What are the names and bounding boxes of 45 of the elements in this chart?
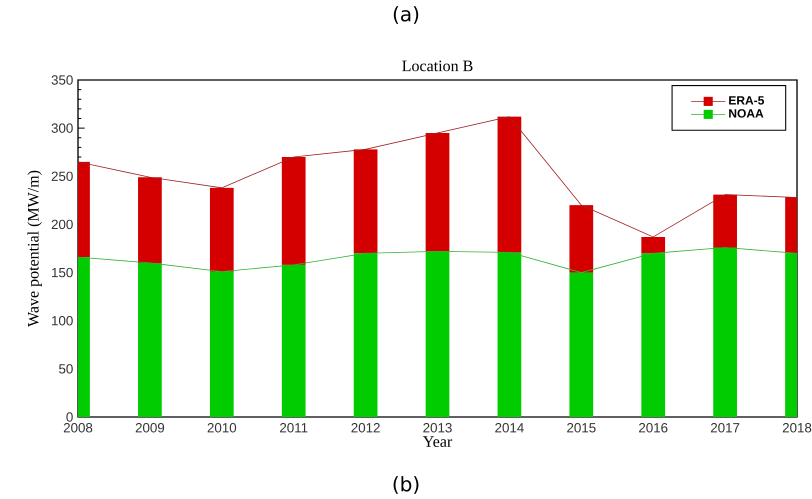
- x-tick-label: 2009: [136, 423, 164, 432]
- bar: [569, 205, 594, 273]
- x-tick-label: 2014: [495, 423, 524, 432]
- bar: [282, 157, 306, 265]
- bar: [354, 253, 378, 417]
- bar: [210, 188, 234, 272]
- x-axis-title: Year: [422, 436, 452, 447]
- bar: [713, 194, 737, 248]
- bar: [426, 132, 450, 252]
- bar: [498, 252, 522, 417]
- y-tick-label: 150: [52, 268, 73, 278]
- x-tick-label: 2008: [64, 423, 92, 432]
- bar: [426, 251, 450, 417]
- y-tick-label: 350: [52, 75, 73, 85]
- text: (a): [394, 6, 418, 24]
- x-tick-label: 2017: [710, 423, 740, 432]
- bar: [282, 264, 306, 417]
- line-series: [78, 247, 798, 273]
- x-tick-label: 2011: [280, 423, 308, 432]
- y-axis-title: Wave potential (MW/m): [27, 170, 42, 327]
- bar: [354, 149, 378, 254]
- x-tick-label: 2015: [567, 423, 596, 432]
- x-tick-label: 2016: [639, 423, 668, 432]
- y-tick-label: 0: [66, 412, 73, 422]
- text: (b): [394, 476, 418, 494]
- x-tick-label: 2013: [423, 423, 452, 432]
- bar: [138, 177, 162, 263]
- y-tick-label: 250: [52, 172, 73, 181]
- bar: [138, 262, 162, 417]
- bar: [641, 253, 666, 417]
- y-tick-label: 50: [59, 364, 73, 374]
- chart-title: Location B: [402, 60, 473, 72]
- bar: [498, 116, 522, 252]
- bar: [210, 272, 234, 417]
- bar: [569, 272, 594, 417]
- x-tick-label: 2018: [782, 423, 812, 432]
- x-tick-label: 2010: [208, 423, 236, 432]
- bar: [713, 248, 737, 417]
- y-tick-label: 300: [52, 123, 73, 133]
- y-tick-label: 200: [52, 220, 73, 230]
- bar: [641, 236, 666, 254]
- legend-label: NOAA: [729, 109, 764, 118]
- legend-label: ERA-5: [729, 96, 764, 105]
- y-tick-label: 100: [52, 316, 73, 326]
- x-tick-label: 2012: [351, 423, 380, 432]
